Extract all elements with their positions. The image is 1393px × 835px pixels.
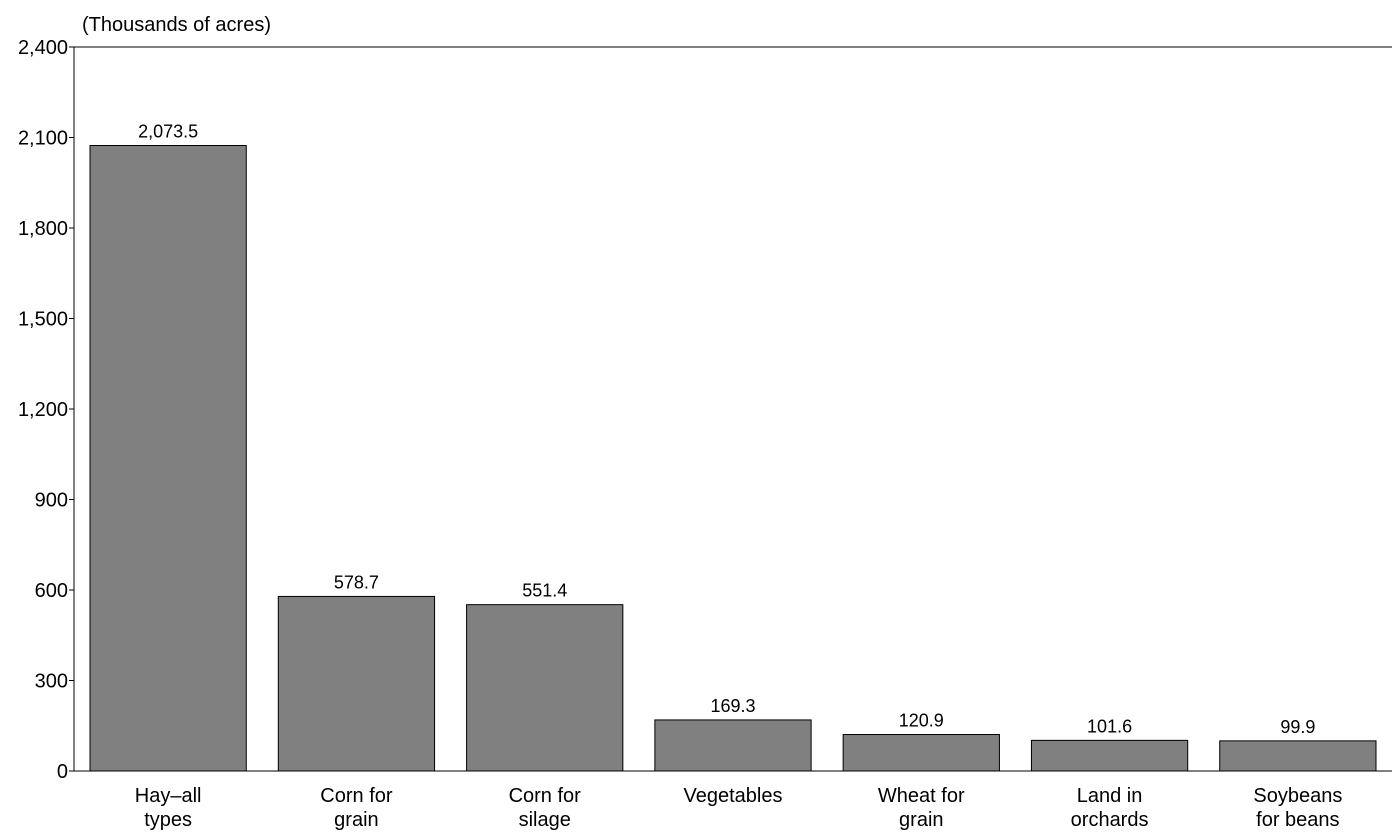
category-label-line: Soybeans <box>1253 785 1342 807</box>
bar-value-label: 101.6 <box>1087 716 1132 736</box>
axes <box>73 46 1392 772</box>
bars <box>89 144 1377 772</box>
category-label-line: grain <box>334 809 378 831</box>
y-tick-label: 1,500 <box>18 309 68 331</box>
bar-value-label: 578.7 <box>334 572 379 592</box>
bar-value-label: 551.4 <box>522 581 567 601</box>
bar <box>842 734 1000 772</box>
bar <box>89 144 247 772</box>
bar-value-label: 2,073.5 <box>138 121 198 141</box>
category-label: Corn for silage <box>509 785 582 831</box>
category-label-line: Corn for <box>509 785 582 807</box>
bar-value-label: 169.3 <box>710 696 755 716</box>
category-label-line: Hay–all <box>135 785 202 807</box>
y-tick-label: 1,800 <box>18 218 68 240</box>
category-label: Corn for grain <box>320 785 393 831</box>
y-tick-label: 2,400 <box>18 37 68 59</box>
y-tick-label: 0 <box>57 761 68 783</box>
bar <box>1030 739 1189 772</box>
y-tick-label: 1,200 <box>18 399 68 421</box>
category-label: Land in orchards <box>1071 785 1149 831</box>
category-label-line: Corn for <box>320 785 393 807</box>
y-ticks: 0 300 600 900 1,200 1,500 1,800 2,100 2,400 <box>18 37 74 783</box>
y-tick-label: 900 <box>35 490 68 512</box>
category-label: Hay–all types <box>135 785 202 831</box>
category-label-line: silage <box>519 809 571 831</box>
category-label-line: for beans <box>1256 809 1339 831</box>
bar-value-label: 120.9 <box>899 711 944 731</box>
y-tick-label: 600 <box>35 580 68 602</box>
category-label-line: types <box>144 809 192 831</box>
y-tick-label: 2,100 <box>18 128 68 150</box>
y-axis-label: (Thousands of acres) <box>82 14 271 36</box>
category-label: Soybeans for beans <box>1253 785 1342 831</box>
y-tick-label: 300 <box>35 671 68 693</box>
category-label-line: Land in <box>1077 785 1143 807</box>
category-label: Vegetables <box>684 785 783 807</box>
bar-value-label: 99.9 <box>1280 717 1315 737</box>
bar <box>277 595 436 772</box>
value-labels: 2,073.5 578.7 551.4 169.3 120.9 101.6 99.9 <box>138 121 1315 736</box>
bar <box>466 604 624 772</box>
bar <box>1219 740 1377 772</box>
category-label-line: orchards <box>1071 809 1149 831</box>
category-label-line: grain <box>899 809 943 831</box>
bar <box>654 719 812 772</box>
category-label-line: Vegetables <box>684 785 783 807</box>
category-label: Wheat for grain <box>878 785 965 831</box>
category-label-line: Wheat for <box>878 785 965 807</box>
